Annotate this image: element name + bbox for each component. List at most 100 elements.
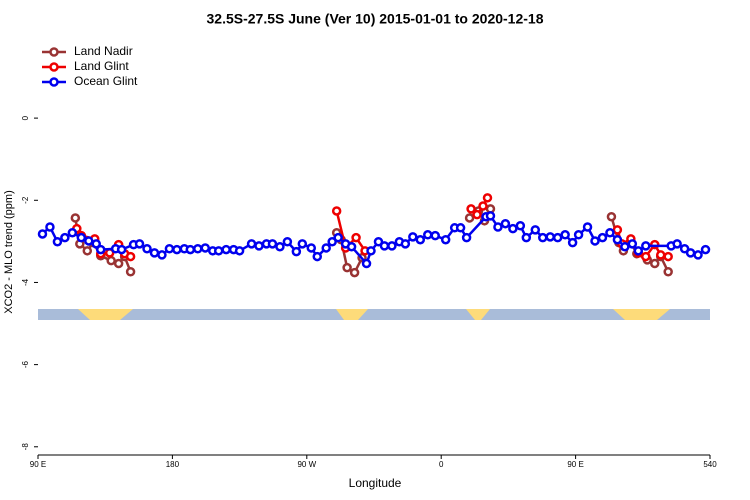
data-point: [700, 244, 711, 255]
legend-marker: [49, 47, 59, 57]
data-point: [472, 209, 482, 220]
data-point: [500, 218, 511, 229]
data-point: [597, 232, 608, 243]
x-tick-label: 540: [703, 460, 717, 469]
data-point: [366, 246, 376, 256]
data-point: [379, 241, 390, 251]
data-point: [663, 251, 673, 262]
data-point: [91, 239, 101, 249]
data-point: [455, 223, 466, 233]
x-tick-label: 90 W: [297, 460, 316, 469]
ocean-band: [38, 309, 710, 320]
x-tick-label: 90 E: [30, 460, 46, 469]
legend-label: Ocean Glint: [74, 74, 138, 88]
data-point: [685, 248, 696, 258]
data-point: [45, 222, 55, 232]
data-point: [387, 241, 397, 251]
y-tick-label: -4: [21, 278, 30, 286]
y-tick-label: -8: [21, 443, 30, 451]
data-point: [493, 222, 503, 232]
data-point: [590, 236, 600, 246]
data-point: [291, 246, 302, 257]
data-point: [106, 255, 116, 266]
data-point: [37, 229, 48, 239]
data-point: [361, 258, 372, 269]
chart-title: 32.5S-27.5S June (Ver 10) 2015-01-01 to …: [207, 11, 544, 27]
data-point: [60, 232, 70, 243]
data-point: [464, 213, 475, 223]
data-point: [321, 243, 331, 253]
data-point: [649, 258, 660, 269]
data-point: [52, 237, 63, 247]
data-point: [641, 241, 651, 251]
data-point: [185, 244, 196, 255]
data-point: [582, 222, 593, 232]
data-point: [349, 267, 360, 278]
data-point: [275, 241, 285, 252]
y-axis-title: XCO2 - MLO trend (ppm): [3, 190, 15, 313]
data-point: [95, 244, 106, 255]
series-line: [74, 208, 670, 275]
data-point: [234, 246, 245, 256]
data-point: [282, 237, 293, 247]
y-tick-label: -6: [21, 361, 30, 369]
data-point: [530, 225, 541, 235]
data-point: [521, 232, 532, 243]
land-band: [466, 309, 490, 320]
y-tick-label: -2: [21, 196, 30, 204]
data-point: [84, 236, 94, 246]
data-point: [482, 193, 493, 203]
data-point: [67, 227, 78, 238]
data-point: [125, 267, 136, 277]
land-band: [613, 309, 670, 320]
data-point: [400, 239, 411, 249]
data-point: [82, 246, 93, 256]
data-point: [125, 251, 136, 262]
data-point: [142, 244, 152, 254]
data-point: [333, 232, 343, 243]
data-point: [70, 213, 81, 223]
data-point: [440, 234, 451, 245]
data-point: [606, 211, 617, 222]
data-point: [351, 232, 361, 243]
data-point: [327, 237, 337, 247]
land-band: [78, 309, 133, 320]
data-point: [306, 243, 317, 253]
land-ocean-strip: [38, 309, 710, 320]
data-point: [560, 230, 570, 240]
data-point: [515, 221, 526, 231]
data-point: [221, 244, 231, 255]
legend-label: Land Nadir: [74, 44, 133, 58]
data-point: [312, 251, 323, 262]
data-point: [655, 250, 666, 260]
data-point: [573, 230, 584, 240]
data-point: [567, 237, 578, 248]
data-point: [679, 244, 690, 254]
data-point: [373, 237, 384, 247]
data-point: [605, 227, 615, 238]
land-band: [336, 309, 368, 320]
data-point: [342, 262, 352, 273]
data-point: [423, 230, 433, 240]
data-point: [134, 239, 145, 249]
data-point: [461, 232, 472, 243]
data-point: [415, 234, 426, 245]
data-point: [246, 239, 257, 249]
data-point: [116, 244, 127, 255]
data-point: [346, 241, 357, 252]
data-point: [172, 244, 182, 255]
x-tick-label: 180: [166, 460, 180, 469]
data-point: [663, 267, 673, 277]
data-point: [612, 234, 623, 245]
data-point: [478, 201, 488, 211]
y-tick-label: 0: [21, 115, 30, 120]
legend-marker: [49, 62, 59, 72]
x-tick-label: 90 E: [567, 460, 583, 469]
data-point: [164, 244, 175, 254]
data-point: [693, 250, 703, 260]
data-point: [200, 243, 211, 253]
x-tick-label: 0: [439, 460, 444, 469]
data-point: [612, 225, 623, 235]
data-point: [620, 241, 630, 252]
